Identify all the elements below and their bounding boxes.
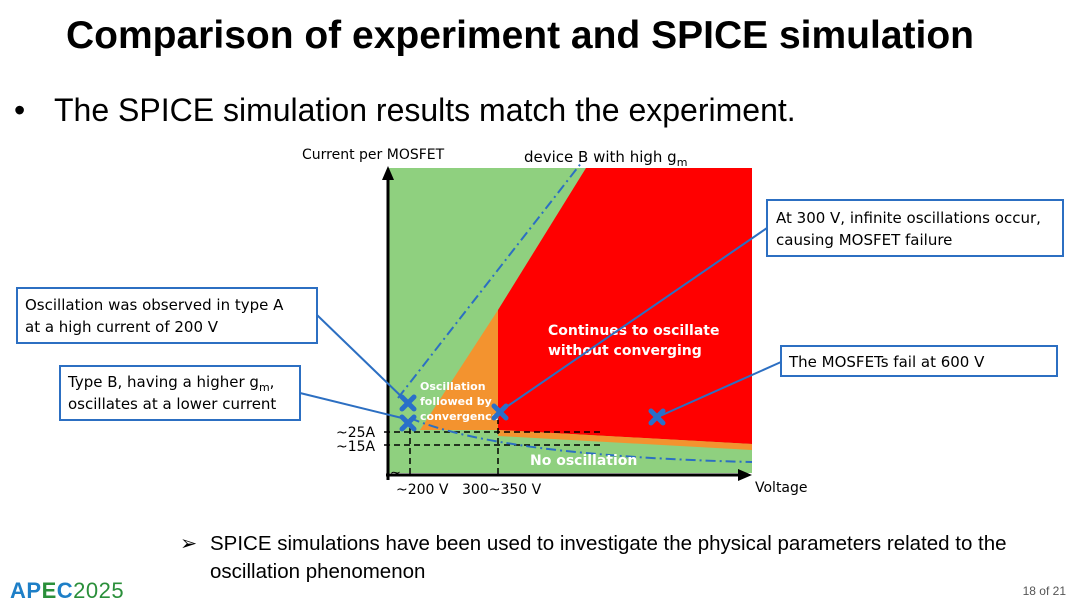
slide-title: Comparison of experiment and SPICE simul… — [66, 14, 974, 57]
device-b-label-main: device B with high g — [524, 148, 677, 166]
connector-type-a — [316, 314, 407, 402]
logo-year: 2025 — [73, 578, 125, 603]
device-b-boundary-line — [397, 161, 583, 399]
bullet-point: • The SPICE simulation results match the … — [14, 92, 796, 129]
logo-text-b: E — [41, 578, 57, 603]
green-region-label: No oscillation — [530, 453, 637, 469]
x-tick-200v: ~200 V — [396, 482, 449, 498]
device-b-label-sub: m — [677, 156, 688, 169]
sub-bullet-text: SPICE simulations have been used to inve… — [210, 532, 1007, 583]
callout-type-b-sub: m — [259, 381, 270, 394]
region-orange-strip — [498, 430, 752, 450]
callout-type-b-line1: Type B, having a higher gm, — [67, 373, 274, 394]
connector-300v — [501, 227, 768, 411]
axis-break-symbol: ≈ — [390, 467, 401, 482]
red-region-label-2: without converging — [548, 343, 702, 359]
callout-300v-line1: At 300 V, infinite oscillations occur, — [776, 209, 1041, 227]
y-axis-arrow — [382, 166, 394, 180]
orange-region-label-2: followed by — [420, 395, 492, 408]
red-region-label-1: Continues to oscillate — [548, 323, 719, 339]
y-axis-label: Current per MOSFET — [302, 147, 445, 163]
orange-region-label-3: convergence — [420, 410, 499, 423]
sub-bullet-arrow-icon: ➢ — [180, 532, 198, 555]
marker-type-a — [399, 394, 417, 412]
device-b-lower-line — [409, 417, 753, 463]
logo-text-a: AP — [10, 578, 42, 603]
region-red — [498, 168, 752, 444]
x-axis-arrow — [738, 469, 752, 481]
x-tick-300v: 300~350 V — [462, 482, 542, 498]
callout-type-a-line2: at a high current of 200 V — [25, 318, 219, 336]
callout-300v-line2: causing MOSFET failure — [776, 231, 952, 249]
bullet-text: The SPICE simulation results match the e… — [54, 92, 796, 128]
bullet-symbol: • — [14, 92, 26, 128]
callout-600v-text: The MOSFETs fail at 600 V — [788, 353, 985, 371]
connector-type-b — [299, 392, 407, 420]
marker-600v — [648, 408, 666, 426]
y-tick-25a: ~25A — [336, 425, 376, 441]
marker-type-b — [399, 414, 417, 432]
marker-300v — [491, 403, 509, 421]
apec-logo: APEC2025 — [10, 578, 124, 604]
connector-600v — [659, 361, 782, 417]
callout-type-b-line1-a: Type B, having a higher g — [67, 373, 259, 391]
region-orange — [420, 310, 498, 430]
y-tick-15a: ~15A — [336, 439, 376, 455]
page-number: 18 of 21 — [1022, 584, 1066, 598]
x-axis-label: Voltage — [755, 480, 808, 496]
logo-text-c: C — [56, 578, 74, 603]
callout-type-a-line1: Oscillation was observed in type A — [25, 296, 284, 314]
orange-region-label-1: Oscillation — [420, 380, 486, 393]
region-green-wedge — [498, 168, 586, 310]
callout-type-b-line2: oscillates at a lower current — [68, 395, 276, 413]
callout-600v-box — [780, 345, 1058, 377]
callout-type-b-comma: , — [270, 373, 275, 391]
device-b-label: device B with high gm — [524, 148, 687, 169]
